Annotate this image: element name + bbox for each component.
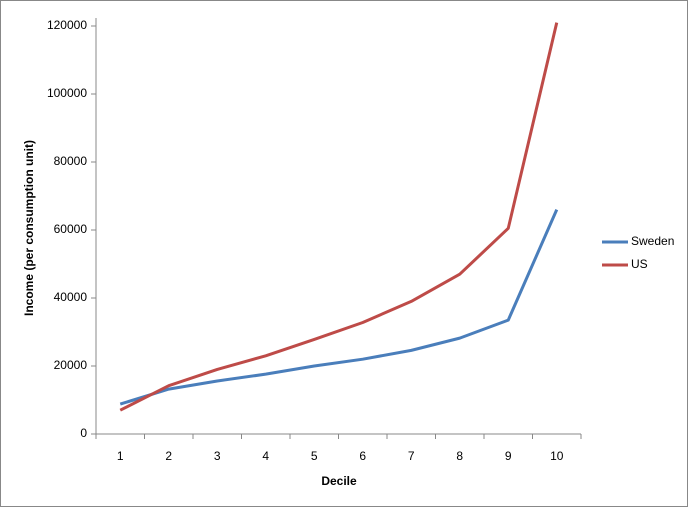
y-tick-label: 40000 bbox=[54, 290, 88, 304]
y-tick-label: 0 bbox=[80, 426, 87, 440]
y-tick-label: 120000 bbox=[47, 18, 87, 32]
x-tick-label: 5 bbox=[311, 449, 318, 463]
series-line bbox=[119, 208, 559, 406]
y-tick-label: 60000 bbox=[54, 222, 88, 236]
x-tick-label: 8 bbox=[456, 449, 463, 463]
x-tick-label: 7 bbox=[408, 449, 415, 463]
x-tick-label: 10 bbox=[550, 449, 564, 463]
x-tick-label: 3 bbox=[214, 449, 221, 463]
legend-label: US bbox=[631, 257, 648, 271]
x-tick-label: 1 bbox=[117, 449, 124, 463]
legend-label: Sweden bbox=[631, 234, 674, 248]
y-tick-label: 100000 bbox=[47, 86, 87, 100]
x-tick-label: 6 bbox=[359, 449, 366, 463]
y-tick-label: 80000 bbox=[54, 154, 88, 168]
x-tick-label: 4 bbox=[262, 449, 269, 463]
y-axis-title: Income (per consumption unit) bbox=[22, 140, 36, 316]
y-tick-label: 20000 bbox=[54, 358, 88, 372]
x-tick-label: 2 bbox=[165, 449, 172, 463]
x-axis-title: Decile bbox=[321, 474, 357, 488]
series-line bbox=[119, 22, 559, 412]
x-tick-label: 9 bbox=[505, 449, 512, 463]
